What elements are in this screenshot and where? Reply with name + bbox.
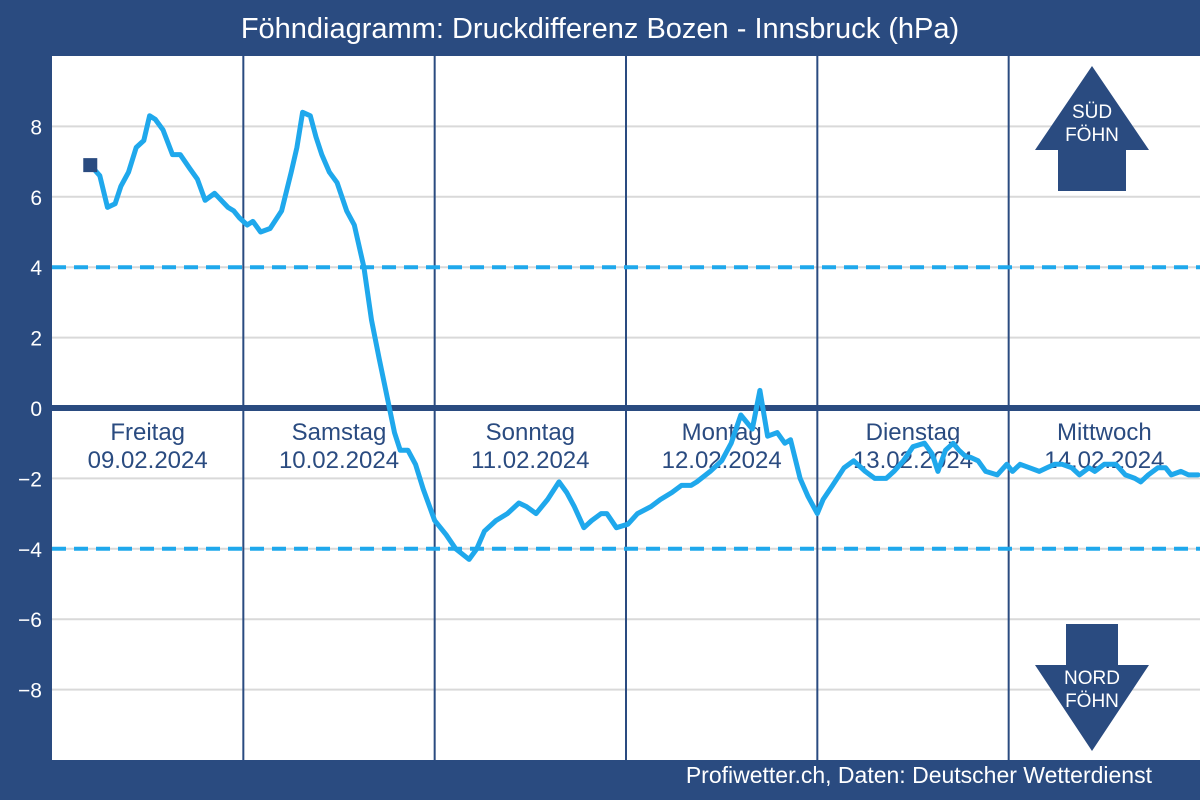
series-layer	[83, 109, 1200, 562]
start-marker	[83, 158, 98, 173]
sued-foehn-indicator: SÜD FÖHN	[1035, 66, 1149, 191]
source-credit: Profiwetter.ch, Daten: Deutscher Wetterd…	[685, 762, 1152, 788]
nord-label: NORD	[1064, 668, 1120, 689]
y-tick-label: 8	[30, 116, 42, 139]
y-tick-label: −6	[18, 609, 42, 632]
date-label: 11.02.2024	[471, 447, 589, 474]
day-label: Dienstag	[866, 419, 961, 446]
day-label: Samstag	[292, 419, 387, 446]
chart-title: Föhndiagramm: Druckdifferenz Bozen - Inn…	[240, 13, 960, 45]
down-arrow-icon	[1035, 624, 1149, 751]
sued-foehn-label: FÖHN	[1065, 125, 1119, 146]
y-tick-label: 0	[30, 398, 42, 421]
y-tick-label: −8	[18, 680, 42, 703]
y-tick-label: −2	[18, 468, 42, 491]
day-label: Sonntag	[486, 419, 575, 446]
y-tick-label: −4	[18, 539, 42, 562]
nord-foehn-indicator: NORD FÖHN	[1035, 624, 1149, 751]
date-label: 10.02.2024	[279, 447, 399, 474]
date-label: 09.02.2024	[88, 447, 208, 474]
series-line	[87, 109, 1200, 562]
up-arrow-icon	[1035, 66, 1149, 191]
day-label: Freitag	[110, 419, 185, 446]
nord-foehn-label: FÖHN	[1065, 691, 1119, 712]
day-label: Mittwoch	[1057, 419, 1152, 446]
y-tick-label: 4	[30, 257, 42, 280]
y-tick-label: 2	[30, 328, 42, 351]
threshold-lines	[52, 265, 1200, 551]
date-label: 14.02.2024	[1044, 447, 1164, 474]
y-tick-label: 6	[30, 187, 42, 210]
date-label: 13.02.2024	[853, 447, 973, 474]
sued-label: SÜD	[1072, 102, 1112, 123]
y-axis-ticks: 8 6 4 2 0 −2 −4 −6 −8	[18, 116, 42, 702]
